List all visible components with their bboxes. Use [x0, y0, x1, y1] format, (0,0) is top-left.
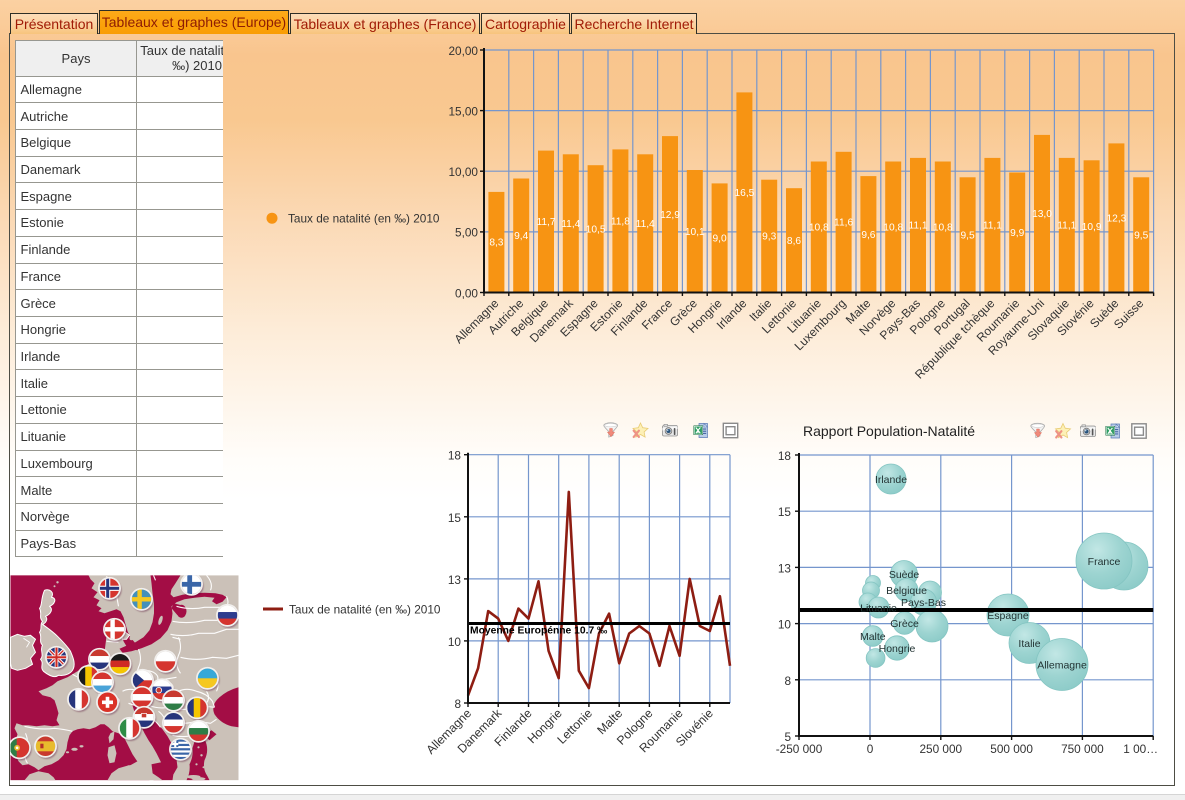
svg-text:18: 18	[778, 449, 792, 463]
svg-text:250 000: 250 000	[919, 742, 962, 756]
svg-text:Rapport Population-Natalité: Rapport Population-Natalité	[803, 423, 975, 439]
svg-text:Taux de natalité (en ‰) 2010: Taux de natalité (en ‰) 2010	[288, 211, 440, 225]
svg-text:18: 18	[448, 449, 462, 463]
svg-text:10,8: 10,8	[809, 223, 829, 234]
svg-text:Irlande: Irlande	[875, 474, 907, 486]
svg-text:11,7: 11,7	[536, 217, 555, 228]
svg-text:15,00: 15,00	[448, 104, 478, 118]
svg-text:10: 10	[778, 618, 792, 632]
svg-text:8: 8	[784, 674, 791, 688]
svg-text:11,6: 11,6	[834, 218, 853, 229]
svg-text:11,1: 11,1	[1057, 221, 1076, 232]
svg-text:10,00: 10,00	[448, 165, 478, 179]
svg-text:1 00…: 1 00…	[1123, 742, 1158, 756]
svg-text:0: 0	[867, 742, 874, 756]
svg-text:11,1: 11,1	[908, 221, 927, 232]
svg-text:11,8: 11,8	[611, 217, 630, 228]
svg-text:Suède: Suède	[889, 569, 920, 581]
svg-text:-250 000: -250 000	[776, 742, 823, 756]
svg-text:Espagne: Espagne	[987, 610, 1029, 622]
svg-text:9,3: 9,3	[762, 232, 776, 243]
svg-text:10,9: 10,9	[1082, 222, 1102, 233]
svg-text:15: 15	[448, 511, 462, 525]
svg-text:9,5: 9,5	[1134, 230, 1148, 241]
svg-text:France: France	[1088, 556, 1121, 568]
svg-text:Allemagne: Allemagne	[1037, 660, 1087, 672]
svg-text:9,6: 9,6	[861, 230, 875, 241]
svg-text:20,00: 20,00	[448, 44, 478, 58]
svg-text:9,4: 9,4	[514, 231, 528, 242]
svg-text:Belgique: Belgique	[886, 585, 927, 597]
svg-text:10: 10	[448, 635, 462, 649]
svg-text:750 000: 750 000	[1061, 742, 1104, 756]
svg-text:Grèce: Grèce	[890, 618, 919, 630]
svg-text:9,5: 9,5	[961, 230, 975, 241]
svg-text:12,9: 12,9	[660, 210, 680, 221]
svg-text:9,0: 9,0	[713, 233, 727, 244]
svg-text:Pays-Bas: Pays-Bas	[901, 597, 946, 609]
svg-text:8: 8	[454, 697, 461, 711]
svg-text:Lituanie: Lituanie	[860, 603, 897, 615]
svg-text:11,4: 11,4	[636, 219, 655, 230]
svg-text:10,8: 10,8	[933, 223, 953, 234]
svg-text:5: 5	[784, 730, 791, 744]
svg-text:11,1: 11,1	[983, 221, 1002, 232]
svg-text:12,3: 12,3	[1106, 213, 1126, 224]
svg-text:8,3: 8,3	[489, 238, 503, 249]
svg-text:Moyenne Europénne 10.7 ‰: Moyenne Europénne 10.7 ‰	[470, 626, 608, 637]
svg-text:11,4: 11,4	[561, 219, 580, 230]
svg-text:13,0: 13,0	[1032, 209, 1052, 220]
svg-text:13: 13	[778, 561, 792, 575]
svg-text:8,6: 8,6	[787, 236, 801, 247]
svg-text:0,00: 0,00	[455, 286, 478, 300]
svg-text:10,1: 10,1	[685, 227, 705, 238]
svg-text:Taux de natalité (en ‰) 2010: Taux de natalité (en ‰) 2010	[289, 602, 441, 616]
svg-text:9,9: 9,9	[1010, 228, 1024, 239]
svg-text:13: 13	[448, 573, 462, 587]
svg-text:Hongrie: Hongrie	[879, 643, 916, 655]
svg-text:5,00: 5,00	[455, 226, 478, 240]
svg-text:Italie: Italie	[1018, 638, 1040, 650]
svg-text:10,5: 10,5	[586, 224, 606, 235]
svg-text:Malte: Malte	[860, 631, 886, 643]
svg-text:10,8: 10,8	[883, 223, 903, 234]
svg-text:500 000: 500 000	[990, 742, 1033, 756]
svg-text:16,5: 16,5	[734, 188, 754, 199]
svg-text:15: 15	[778, 505, 792, 519]
